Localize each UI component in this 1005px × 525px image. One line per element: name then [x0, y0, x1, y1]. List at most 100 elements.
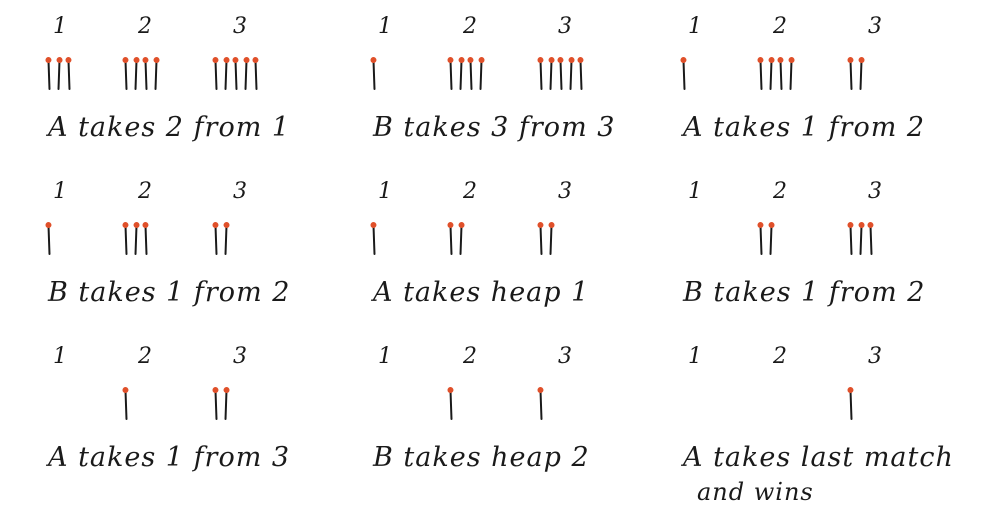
step-panel: 1 2 3 A takes 1 from 2 — [675, 10, 1005, 180]
heap-2 — [122, 56, 165, 94]
match — [56, 56, 63, 91]
match — [232, 56, 239, 91]
match — [65, 56, 72, 91]
heap-3 — [537, 56, 590, 94]
heap-2 — [447, 56, 490, 94]
match — [768, 56, 775, 91]
step-panel: 1 2 3 B takes heap 2 — [365, 340, 695, 510]
match-head — [867, 221, 874, 229]
step-caption: A takes heap 1 — [373, 277, 590, 308]
match-head — [45, 221, 52, 229]
match — [757, 56, 764, 91]
step-panel: 1 2 3 A takes last match and wins — [675, 340, 1005, 510]
heap-number: 2 — [773, 344, 787, 369]
match-head — [133, 221, 140, 229]
match — [45, 56, 52, 91]
step-panel: 1 2 3 B takes 1 from 2 — [40, 175, 370, 345]
heap-2 — [757, 56, 800, 94]
match — [847, 221, 854, 256]
heap-number: 3 — [868, 179, 882, 204]
match-head — [223, 56, 230, 64]
heap-2 — [760, 390, 762, 424]
match — [568, 56, 575, 91]
heap-number: 1 — [53, 14, 67, 39]
heap-number: 1 — [688, 179, 702, 204]
match — [858, 221, 865, 256]
heap-1 — [373, 390, 375, 424]
match — [557, 56, 564, 91]
match — [537, 386, 544, 421]
match-head — [757, 221, 764, 229]
step-panel: 1 2 3 B takes 3 from 3 — [365, 10, 695, 180]
heap-3 — [212, 221, 235, 259]
heap-number: 1 — [53, 344, 67, 369]
heap-number: 2 — [773, 14, 787, 39]
heap-3 — [847, 221, 880, 259]
heap-2 — [757, 221, 780, 259]
match — [777, 56, 784, 91]
heap-1 — [370, 56, 383, 94]
match — [212, 221, 219, 256]
step-caption: A takes 1 from 3 — [48, 442, 291, 473]
step-caption: A takes last match — [683, 442, 954, 473]
heap-number: 3 — [558, 344, 572, 369]
match — [548, 221, 555, 256]
match — [577, 56, 584, 91]
match-head — [568, 56, 575, 64]
step-caption: B takes 1 from 2 — [48, 277, 291, 308]
match-head — [858, 221, 865, 229]
match-head — [548, 56, 555, 64]
step-panel: 1 2 3 B takes 1 from 2 — [675, 175, 1005, 345]
heap-number: 2 — [463, 14, 477, 39]
match-head — [858, 56, 865, 64]
match-head — [45, 56, 52, 64]
match-head — [122, 386, 129, 394]
match-head — [557, 56, 564, 64]
heap-1 — [45, 56, 78, 94]
heap-number: 1 — [378, 179, 392, 204]
match — [447, 386, 454, 421]
match-head — [548, 221, 555, 229]
step-panel: 1 2 3 A takes 1 from 3 — [40, 340, 370, 510]
heap-number: 3 — [558, 14, 572, 39]
step-panel: 1 2 3 A takes heap 1 — [365, 175, 695, 345]
step-caption-continued: and wins — [697, 478, 814, 506]
match-head — [757, 56, 764, 64]
match-head — [370, 56, 377, 64]
match — [867, 221, 874, 256]
step-panel: 1 2 3 A takes 2 from 1 — [40, 10, 370, 180]
match-head — [788, 56, 795, 64]
match-head — [142, 221, 149, 229]
heap-2 — [122, 386, 135, 424]
match — [537, 221, 544, 256]
heap-number: 2 — [138, 14, 152, 39]
match — [212, 386, 219, 421]
heap-1 — [48, 390, 50, 424]
heap-1 — [680, 56, 693, 94]
match-head — [232, 56, 239, 64]
match — [537, 56, 544, 91]
match — [223, 56, 230, 91]
match — [45, 221, 52, 256]
match — [370, 221, 377, 256]
match-head — [458, 56, 465, 64]
match-head — [537, 56, 544, 64]
match — [757, 221, 764, 256]
match-head — [65, 56, 72, 64]
step-caption: B takes 1 from 2 — [683, 277, 926, 308]
match — [133, 221, 140, 256]
heap-number: 2 — [138, 344, 152, 369]
match-head — [212, 221, 219, 229]
heap-number: 2 — [138, 179, 152, 204]
match-head — [577, 56, 584, 64]
heap-3 — [537, 386, 550, 424]
heap-1 — [45, 221, 58, 259]
step-caption: B takes 3 from 3 — [373, 112, 616, 143]
heap-number: 3 — [233, 14, 247, 39]
heap-1 — [683, 390, 685, 424]
heap-2 — [122, 221, 155, 259]
match-head — [212, 386, 219, 394]
match — [847, 386, 854, 421]
match-head — [142, 56, 149, 64]
